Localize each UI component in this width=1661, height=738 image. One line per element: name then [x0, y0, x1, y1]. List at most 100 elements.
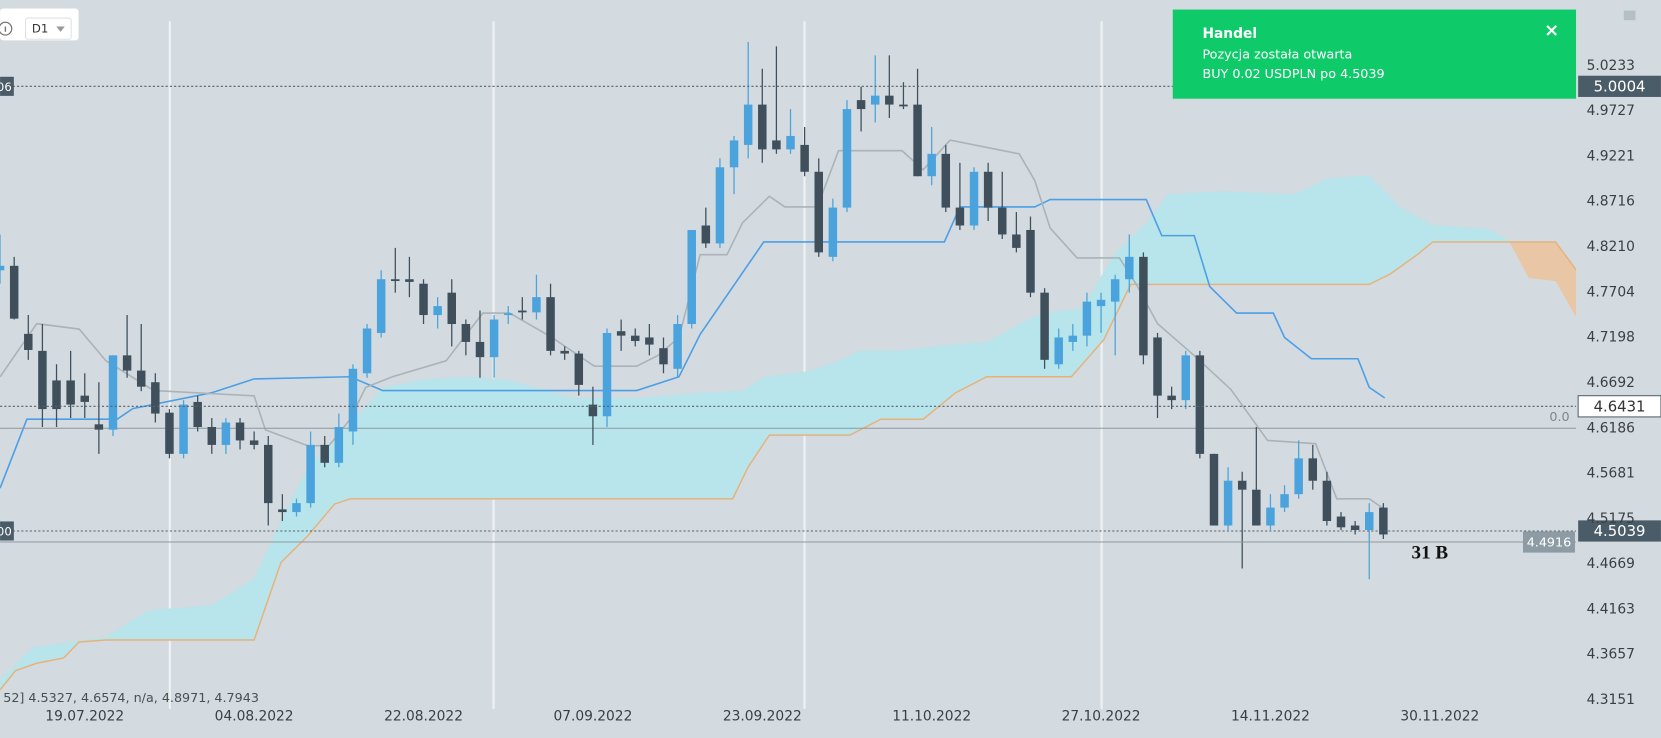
candle-body [165, 412, 174, 454]
candle-body [786, 135, 795, 150]
price-box [1578, 75, 1661, 97]
candle-body [758, 104, 767, 150]
candle-body [334, 427, 344, 463]
candle-body [1181, 355, 1190, 401]
candle-body [1266, 507, 1275, 526]
cloud [0, 175, 1577, 690]
candle-body [913, 104, 922, 177]
candle-body [447, 292, 456, 325]
candle-body [38, 350, 47, 410]
candle-body [588, 404, 598, 417]
candle-body [1322, 480, 1332, 522]
timeframe-select[interactable] [25, 17, 72, 40]
cut-price-box [0, 521, 14, 541]
candle-body [151, 382, 160, 414]
candle-body [1237, 480, 1247, 490]
timeframe-label: D1 [32, 22, 48, 36]
candle-body [80, 395, 90, 402]
toolbar: D1 [0, 8, 79, 41]
candle-body [1379, 507, 1388, 535]
x-tick-label: 14.11.2022 [1231, 708, 1310, 724]
candle-body [136, 370, 146, 387]
candle-body [405, 279, 414, 282]
candle-body [66, 380, 75, 405]
candle-body [1308, 458, 1318, 481]
candle-body [1252, 489, 1261, 526]
x-tick-label: 11.10.2022 [892, 708, 971, 724]
candle-body [1096, 299, 1106, 307]
x-tick-label: 23.09.2022 [723, 708, 802, 724]
candle-body [207, 427, 217, 445]
y-tick-label: 4.3151 [1587, 692, 1635, 708]
candle-body [899, 104, 908, 107]
candle-body [249, 440, 259, 445]
y-tick-label: 4.4669 [1587, 556, 1635, 572]
candle-body [955, 207, 965, 226]
candle-body [179, 404, 188, 454]
candle-body [292, 503, 301, 513]
candle-body [1026, 229, 1035, 293]
candle-body [518, 310, 527, 313]
candle-body [320, 444, 329, 463]
candle-body [743, 104, 753, 145]
candle-body [729, 140, 739, 168]
candle-body [489, 319, 499, 358]
candle-body [1223, 480, 1233, 526]
candle-body [1068, 335, 1078, 342]
y-tick-label: 4.9727 [1587, 103, 1635, 119]
candle-body [870, 95, 880, 105]
candle-body [475, 341, 485, 358]
candle-body [278, 509, 287, 513]
candle-body [433, 306, 442, 316]
info-icon[interactable] [0, 21, 13, 36]
candle-body [1167, 395, 1176, 401]
notification-box [1172, 9, 1577, 99]
candle-body [814, 171, 823, 253]
close-button[interactable]: × [1544, 20, 1559, 41]
price-box [1522, 531, 1575, 553]
candle-body [659, 348, 668, 365]
notification: Handel Pozycja została otwarta BUY 0.02 … [1172, 9, 1577, 99]
y-tick-label: 4.3657 [1587, 647, 1635, 663]
candle-body [235, 422, 245, 441]
candle-body [560, 350, 569, 354]
candle-body [715, 167, 725, 244]
candle-body [1054, 337, 1063, 365]
candle-body [221, 422, 231, 445]
price-box [1578, 520, 1661, 542]
y-tick-label: 4.7198 [1587, 330, 1635, 346]
cut-price-label: 00 [0, 525, 12, 539]
y-tick-label: 4.5681 [1587, 465, 1635, 481]
x-tick-label: 19.07.2022 [45, 708, 124, 724]
candle-body [1110, 279, 1120, 302]
candle-body [108, 355, 118, 430]
candle-body [348, 368, 358, 432]
candle-body [983, 171, 993, 208]
y-tick-label: 4.7704 [1587, 284, 1635, 300]
price-axis: 0.0 5.0004 06 4.6431 4.5039 00 4.4916 5.0233 4.9… [0, 58, 1661, 724]
candle-body [701, 225, 711, 244]
candle-body [264, 444, 273, 504]
candle-body [306, 444, 315, 504]
y-tick-label: 5.0233 [1587, 58, 1635, 74]
candle-body [1350, 525, 1360, 530]
candle-body [376, 279, 386, 333]
info-icon-glyph [4, 26, 7, 32]
notification-text: Pozycja została otwarta [1202, 48, 1352, 63]
x-tick-label: 22.08.2022 [384, 708, 463, 724]
plot-area [0, 41, 1577, 691]
candle-body [532, 297, 541, 313]
price-label: 4.5039 [1594, 522, 1646, 540]
candle-body [927, 153, 936, 177]
cut-price-box [0, 76, 14, 96]
x-tick-label: 04.08.2022 [215, 708, 294, 724]
candle-body [24, 333, 33, 350]
candle-body [546, 297, 555, 351]
candle-body [1153, 337, 1162, 396]
price-label: 5.0004 [1594, 77, 1646, 95]
y-tick-label: 4.6692 [1587, 375, 1635, 391]
window-icon[interactable] [1623, 10, 1636, 21]
annotation: 31 B [1412, 542, 1449, 563]
y-tick-label: 4.4163 [1587, 601, 1635, 617]
